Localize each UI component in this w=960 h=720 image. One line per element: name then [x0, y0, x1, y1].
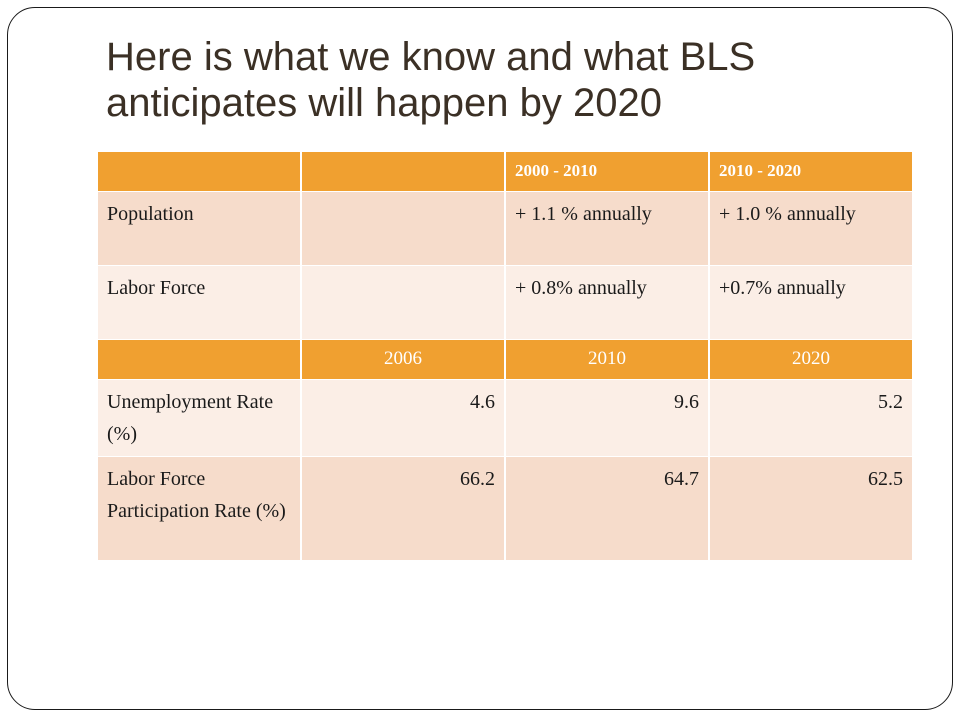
table-row-population: Population + 1.1 % annually + 1.0 % annu… [96, 191, 914, 266]
table-cell: + 0.8% annually [504, 265, 710, 340]
row-label: Labor Force Participation Rate (%) [96, 456, 302, 561]
header-cell-2010-2020: 2010 - 2020 [708, 151, 914, 192]
table-row-labor-force: Labor Force + 0.8% annually +0.7% annual… [96, 265, 914, 340]
header-cell-2006: 2006 [300, 339, 506, 380]
table-cell: 5.2 [708, 379, 914, 457]
header-cell-2020: 2020 [708, 339, 914, 380]
table-cell: 4.6 [300, 379, 506, 457]
table-row-participation-rate: Labor Force Participation Rate (%) 66.2 … [96, 456, 914, 561]
slide-title: Here is what we know and what BLS antici… [106, 35, 756, 125]
header-cell [300, 151, 506, 192]
row-label: Unemployment Rate (%) [96, 379, 302, 457]
table-cell: 64.7 [504, 456, 710, 561]
table-cell: + 1.0 % annually [708, 191, 914, 266]
slide-frame [7, 7, 953, 710]
row-label: Population [96, 191, 302, 266]
table-cell: 66.2 [300, 456, 506, 561]
header-cell [96, 151, 302, 192]
table-cell [300, 265, 506, 340]
table-cell [300, 191, 506, 266]
table-cell: 62.5 [708, 456, 914, 561]
bls-projections-table: 2000 - 2010 2010 - 2020 Population + 1.1… [96, 151, 914, 561]
header-cell [96, 339, 302, 380]
header-cell-2000-2010: 2000 - 2010 [504, 151, 710, 192]
table-row-unemployment-rate: Unemployment Rate (%) 4.6 9.6 5.2 [96, 379, 914, 457]
table-cell: +0.7% annually [708, 265, 914, 340]
table-header-row-years: 2006 2010 2020 [96, 339, 914, 380]
table-cell: + 1.1 % annually [504, 191, 710, 266]
row-label: Labor Force [96, 265, 302, 340]
table-cell: 9.6 [504, 379, 710, 457]
table-header-row-periods: 2000 - 2010 2010 - 2020 [96, 151, 914, 192]
header-cell-2010: 2010 [504, 339, 710, 380]
